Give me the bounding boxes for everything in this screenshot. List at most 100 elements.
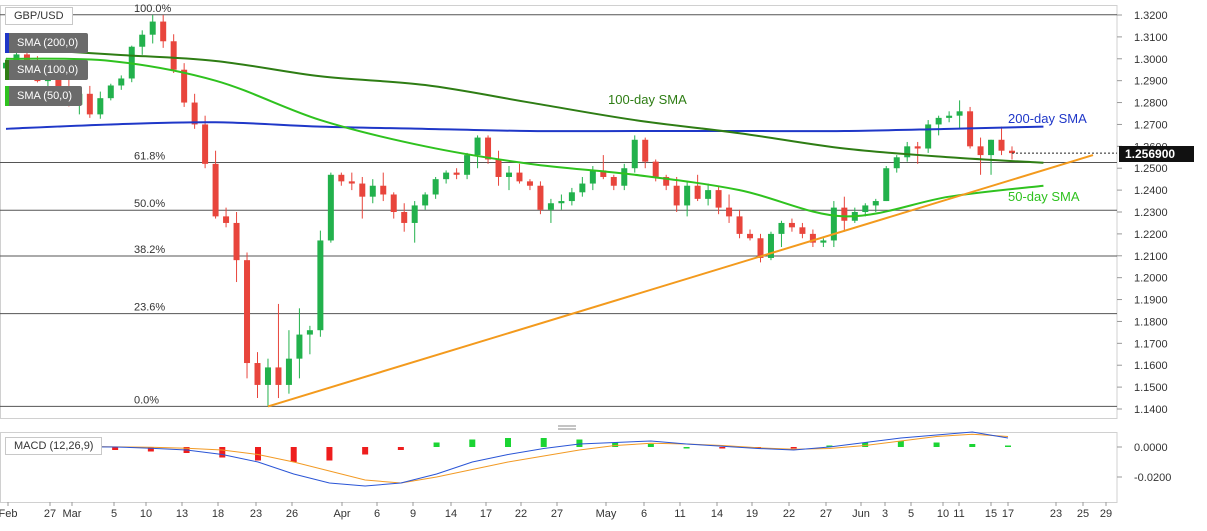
candle-body — [883, 168, 890, 202]
x-tick-label: 6 — [374, 508, 380, 520]
y-tick-label: 1.2000 — [1134, 273, 1168, 285]
candle-body — [464, 155, 471, 175]
candle-body — [411, 205, 418, 223]
candle-body — [673, 185, 680, 206]
candle-body — [872, 201, 879, 206]
macd-histogram-bar — [897, 441, 904, 447]
legend-sma50[interactable]: SMA (50,0) — [5, 86, 83, 106]
price-tag-bg — [1119, 146, 1194, 162]
candle-body — [830, 207, 837, 241]
y-tick-label: 1.2500 — [1134, 163, 1168, 175]
candle-body — [1009, 150, 1015, 154]
macd-histogram-bar — [647, 444, 654, 447]
candle-body — [369, 185, 376, 197]
candle-body — [390, 194, 397, 212]
candle-body — [296, 334, 303, 359]
candle-body — [589, 170, 596, 184]
fib-label: 0.0% — [134, 394, 159, 406]
candle-body — [788, 222, 795, 228]
macd-histogram-bar — [326, 447, 333, 461]
candle-body — [537, 185, 544, 210]
legend-sma100[interactable]: SMA (100,0) — [5, 60, 89, 80]
candle-body — [610, 176, 617, 186]
y-tick-label: 1.2900 — [1134, 76, 1168, 88]
candle-body — [652, 161, 659, 177]
macd-histogram-bar — [719, 447, 726, 449]
x-tick-label: 10 — [937, 508, 949, 520]
x-tick-label: 26 — [286, 508, 298, 520]
y-tick-label: 1.3100 — [1134, 32, 1168, 44]
x-tick-label: 23 — [1050, 508, 1062, 520]
candle-body — [160, 21, 167, 42]
x-tick-label: 22 — [783, 508, 795, 520]
candle-body — [809, 233, 816, 243]
candle-body — [684, 185, 691, 206]
x-tick-label: 10 — [140, 508, 152, 520]
candle-body — [443, 172, 450, 180]
candle-body — [631, 139, 638, 169]
x-tick-label: 27 — [551, 508, 563, 520]
candle-body — [23, 54, 30, 61]
fib-label: 38.2% — [134, 244, 165, 256]
macd-histogram-bar — [933, 442, 940, 447]
candle-body — [705, 190, 712, 199]
y-tick-label: 1.3000 — [1134, 54, 1168, 66]
candle-body — [558, 201, 565, 204]
y-tick-label: 1.2100 — [1134, 251, 1168, 263]
candle-body — [820, 240, 827, 243]
x-tick-label: 29 — [1100, 508, 1112, 520]
pair-label: GBP/USD — [5, 7, 73, 25]
line-layer — [5, 46, 1117, 408]
macd-histogram-bar — [862, 442, 869, 447]
candle-body — [767, 233, 774, 258]
candle-body — [149, 21, 156, 35]
candle-body — [285, 358, 292, 385]
y-tick-label: 1.2200 — [1134, 229, 1168, 241]
annotation-sma50: 50-day SMA — [1008, 189, 1080, 204]
candle-body — [904, 146, 911, 158]
y-tick-label: 1.1500 — [1134, 382, 1168, 394]
candle-body — [988, 139, 995, 156]
annotation-sma100: 100-day SMA — [608, 92, 687, 107]
macd-histogram-bar — [576, 439, 583, 447]
candle-body — [474, 137, 481, 156]
candle-body — [579, 183, 586, 193]
x-tick-label: 23 — [250, 508, 262, 520]
macd-histogram-bar — [469, 439, 476, 447]
sma200-line — [5, 121, 1044, 133]
candle-body — [946, 115, 953, 118]
x-tick-label: 14 — [445, 508, 457, 520]
candle-body — [86, 93, 93, 115]
candle-body — [757, 238, 764, 258]
x-tick-label: Mar — [63, 508, 82, 520]
candle-body — [181, 69, 188, 103]
macd-histogram-bar — [612, 442, 619, 447]
candle-body — [306, 330, 313, 335]
candle-body — [547, 203, 554, 210]
candle-body — [715, 190, 722, 208]
candle-body — [516, 172, 523, 182]
y-tick-label: 1.2300 — [1134, 207, 1168, 219]
legend-sma200[interactable]: SMA (200,0) — [5, 33, 89, 53]
sma200-swatch — [5, 33, 9, 53]
candle-body — [956, 111, 963, 116]
candle-body — [935, 117, 942, 125]
x-tick-label: 5 — [111, 508, 117, 520]
sma100-line — [5, 46, 1044, 164]
y-tick-label: 1.1800 — [1134, 316, 1168, 328]
candle-body — [736, 216, 743, 234]
candle-body — [621, 168, 628, 186]
macd-histogram-bar — [505, 438, 511, 447]
y-tick-label: 1.1900 — [1134, 295, 1168, 307]
y-tick-label: 1.2700 — [1134, 119, 1168, 131]
candle-body — [264, 367, 271, 385]
price-tag: 1.256900 — [1125, 147, 1175, 161]
legend-sma200-label: SMA (200,0) — [17, 37, 79, 49]
legend-sma50-label: SMA (50,0) — [17, 90, 73, 102]
x-tick-label: Apr — [333, 508, 350, 520]
candle-body — [233, 222, 240, 261]
macd-histogram-bar — [433, 442, 440, 447]
